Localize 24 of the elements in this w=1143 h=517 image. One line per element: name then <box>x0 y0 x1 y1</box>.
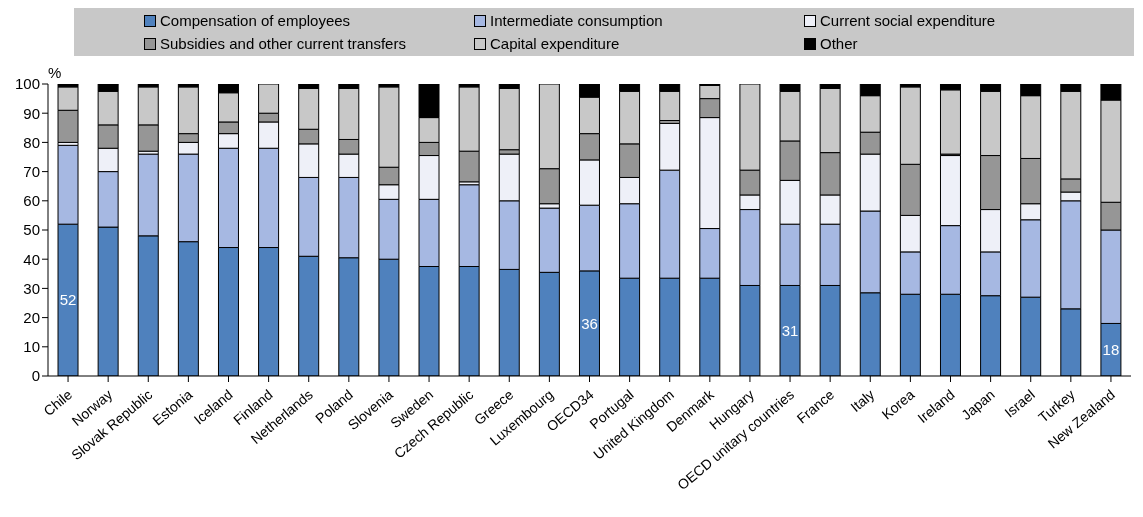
data-label: 31 <box>781 322 799 340</box>
y-axis-title: % <box>48 64 62 81</box>
y-tick-label: 50 <box>23 221 40 239</box>
y-tick-label: 100 <box>14 75 40 93</box>
y-tick-label: 0 <box>31 367 40 385</box>
legend-label: Compensation of employees <box>160 12 351 29</box>
y-tick-label: 30 <box>23 279 40 297</box>
y-tick-label: 80 <box>23 133 40 151</box>
y-tick-label: 60 <box>23 192 40 210</box>
data-label: 52 <box>59 291 77 309</box>
data-label: 36 <box>581 314 598 332</box>
y-tick-label: 70 <box>23 162 40 180</box>
legend-label: Other <box>820 35 858 52</box>
legend-label: Intermediate consumption <box>490 12 663 29</box>
legend-label: Capital expenditure <box>490 35 620 52</box>
x-tick-label: Chile <box>40 386 76 419</box>
legend-label: Current social expenditure <box>820 12 996 29</box>
y-tick-label: 90 <box>23 104 40 122</box>
x-tick-label: Italy <box>847 386 878 415</box>
data-label: 18 <box>1102 341 1120 359</box>
legend-label: Subsidies and other current transfers <box>160 35 406 52</box>
y-tick-label: 40 <box>23 250 40 268</box>
y-tick-label: 10 <box>23 338 40 356</box>
y-tick-label: 20 <box>23 308 40 326</box>
